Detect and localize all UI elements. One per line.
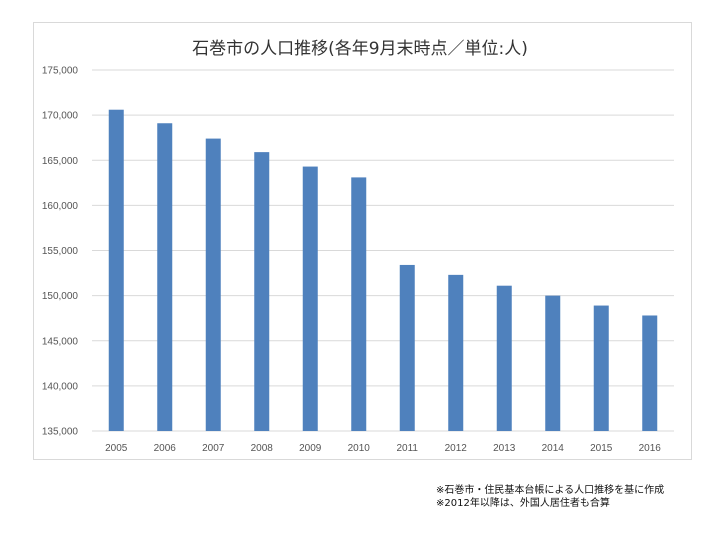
footnote-foreign-residents: ※2012年以降は、外国人居住者も合算 [436, 498, 610, 509]
x-tick-label: 2010 [348, 443, 371, 454]
y-tick-label: 150,000 [42, 291, 79, 302]
x-tick-label: 2007 [202, 443, 225, 454]
x-tick-label: 2006 [154, 443, 177, 454]
bar-2016 [642, 315, 658, 431]
y-tick-label: 140,000 [42, 381, 79, 392]
x-tick-label: 2015 [590, 443, 613, 454]
x-tick-label: 2014 [542, 443, 565, 454]
bar-2007 [205, 138, 221, 431]
x-tick-label: 2009 [299, 443, 322, 454]
x-tick-label: 2005 [105, 443, 128, 454]
x-tick-label: 2016 [639, 443, 662, 454]
bar-2005 [108, 109, 124, 432]
y-tick-label: 170,000 [42, 111, 79, 122]
x-tick-label: 2012 [445, 443, 468, 454]
bar-2012 [448, 274, 464, 431]
y-tick-label: 175,000 [42, 66, 79, 77]
x-tick-label: 2013 [493, 443, 516, 454]
footnotes: ※石巻市・住民基本台帳による人口推移を基に作成 ※2012年以降は、外国人居住者… [436, 484, 664, 510]
x-tick-label: 2008 [251, 443, 274, 454]
y-tick-label: 135,000 [42, 427, 79, 438]
bar-2013 [496, 285, 512, 431]
bar-2011 [399, 264, 415, 431]
y-tick-label: 145,000 [42, 336, 79, 347]
bar-2014 [545, 295, 561, 431]
y-tick-label: 160,000 [42, 201, 79, 212]
y-tick-label: 165,000 [42, 156, 79, 167]
chart-title: 石巻市の人口推移(各年9月末時点／単位:人) [192, 39, 528, 59]
bar-2015 [593, 305, 609, 431]
footnote-source: ※石巻市・住民基本台帳による人口推移を基に作成 [436, 485, 665, 496]
bar-2009 [302, 166, 318, 431]
bar-2008 [254, 152, 270, 431]
y-tick-label: 155,000 [42, 246, 79, 257]
bar-2010 [351, 177, 367, 431]
chart-frame [33, 22, 692, 460]
x-tick-label: 2011 [396, 443, 418, 454]
bar-2006 [157, 123, 173, 431]
